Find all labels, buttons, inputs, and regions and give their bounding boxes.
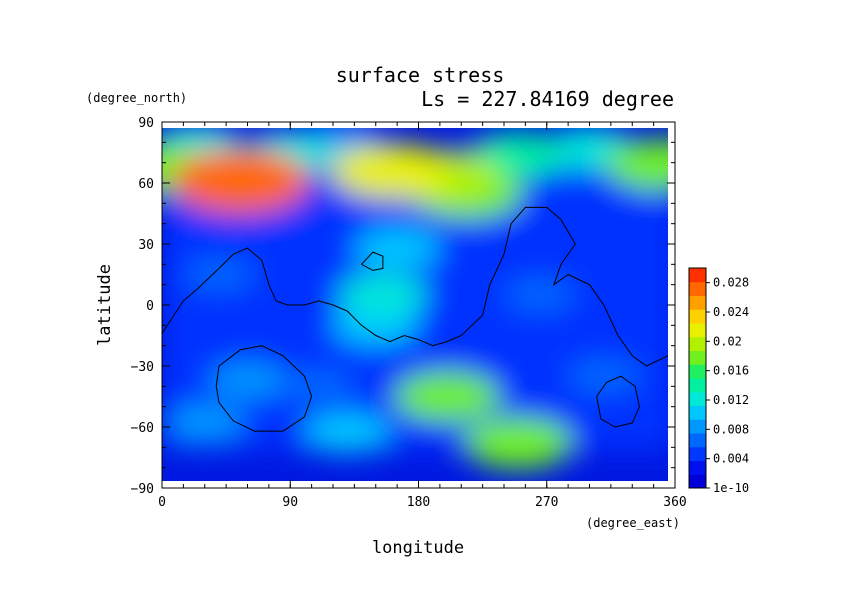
colorbar-tick-label: 0.02	[713, 334, 742, 348]
field-blob-8	[332, 305, 419, 346]
chart-title: surface stress	[336, 63, 505, 87]
field-blob-13	[338, 273, 428, 316]
y-axis-label: latitude	[95, 264, 115, 346]
contour-line-0	[162, 206, 668, 367]
colorbar-swatch	[689, 419, 706, 434]
y-tick-label: −90	[131, 482, 154, 497]
contour-line-2	[215, 345, 313, 432]
colorbar-tick-label: 0.028	[713, 276, 749, 290]
colorbar-swatch	[689, 378, 706, 393]
colorbar-tick-label: 0.024	[713, 305, 749, 319]
colorbar-swatch	[689, 364, 706, 379]
field-blob-1	[504, 278, 575, 312]
colorbar-tick-label: 1e-10	[713, 481, 749, 495]
colorbar-swatch	[689, 350, 706, 365]
x-tick-label: 90	[282, 495, 298, 510]
field-blob-0	[183, 258, 255, 291]
x-tick-label: 180	[407, 495, 430, 510]
colorbar-tick-label: 0.016	[713, 364, 749, 378]
field-blob-21	[330, 143, 450, 199]
colorbar: 1e-10 0.004 0.008 0.012 0.016 0.02 0.024 0.028	[688, 267, 749, 495]
chart-subtitle: Ls = 227.84169 degree	[421, 87, 674, 111]
y-ticks: 90 60 30 0 −30 −60 −90	[131, 116, 675, 497]
x-tick-label: 0	[158, 495, 166, 510]
colorbar-swatch	[689, 323, 706, 338]
x-tick-label: 360	[663, 495, 686, 510]
field-blob-14	[470, 132, 567, 178]
y-tick-label: −30	[131, 360, 154, 375]
colorbar-swatch	[689, 309, 706, 324]
y-tick-label: 30	[138, 238, 154, 253]
field-blob-4	[209, 362, 286, 399]
x-ticks: 0 90 180 270 360	[158, 122, 687, 510]
topography-contours	[162, 206, 668, 432]
field-blob-16	[394, 371, 500, 422]
field-blob-19	[463, 417, 573, 469]
colorbar-swatch	[689, 281, 706, 296]
y-tick-label: 0	[146, 299, 154, 314]
colorbar-swatch	[689, 474, 706, 489]
y-tick-label: 90	[138, 116, 154, 131]
colorbar-tick-label: 0.012	[713, 393, 749, 407]
y-unit-label: (degree_north)	[86, 91, 187, 105]
contour-line-3	[596, 375, 640, 428]
y-tick-label: −60	[131, 421, 154, 436]
colorbar-swatch	[689, 391, 706, 406]
plot-area	[162, 128, 668, 481]
y-tick-label: 60	[138, 177, 154, 192]
field-blob-7	[353, 227, 441, 269]
colorbar-tick-label: 0.004	[713, 452, 749, 466]
colorbar-swatch	[689, 405, 706, 420]
x-tick-label: 270	[535, 495, 558, 510]
colorbar-swatch	[689, 295, 706, 310]
colorbar-swatch	[689, 433, 706, 448]
colorbar-swatch	[689, 446, 706, 461]
field-blob-2	[281, 369, 356, 404]
field-blob-6	[164, 404, 245, 442]
field-blob-22	[171, 148, 310, 214]
colorbar-frame	[688, 267, 707, 489]
field-blob-9	[304, 412, 391, 454]
colorbar-swatch	[689, 460, 706, 475]
field-blob-18	[606, 139, 668, 191]
colorbar-swatch	[689, 336, 706, 351]
colorbar-tick-label: 0.008	[713, 422, 749, 436]
contour-line-1	[361, 251, 384, 271]
field-blob-3	[566, 358, 641, 394]
colorbar-swatch	[689, 268, 706, 283]
x-axis-label: longitude	[372, 538, 464, 558]
stress-field	[162, 128, 668, 469]
x-unit-label: (degree_east)	[586, 516, 680, 530]
